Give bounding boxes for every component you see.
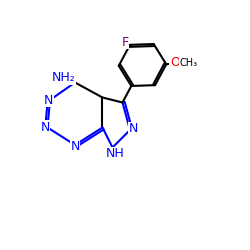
Text: NH: NH	[106, 147, 124, 160]
Text: NH₂: NH₂	[52, 71, 76, 84]
Text: F: F	[122, 36, 128, 49]
Text: N: N	[40, 121, 50, 134]
Text: CH₃: CH₃	[180, 58, 198, 68]
Text: N: N	[70, 140, 80, 153]
Text: O: O	[170, 56, 180, 70]
Text: N: N	[129, 122, 138, 135]
Text: N: N	[44, 94, 54, 106]
